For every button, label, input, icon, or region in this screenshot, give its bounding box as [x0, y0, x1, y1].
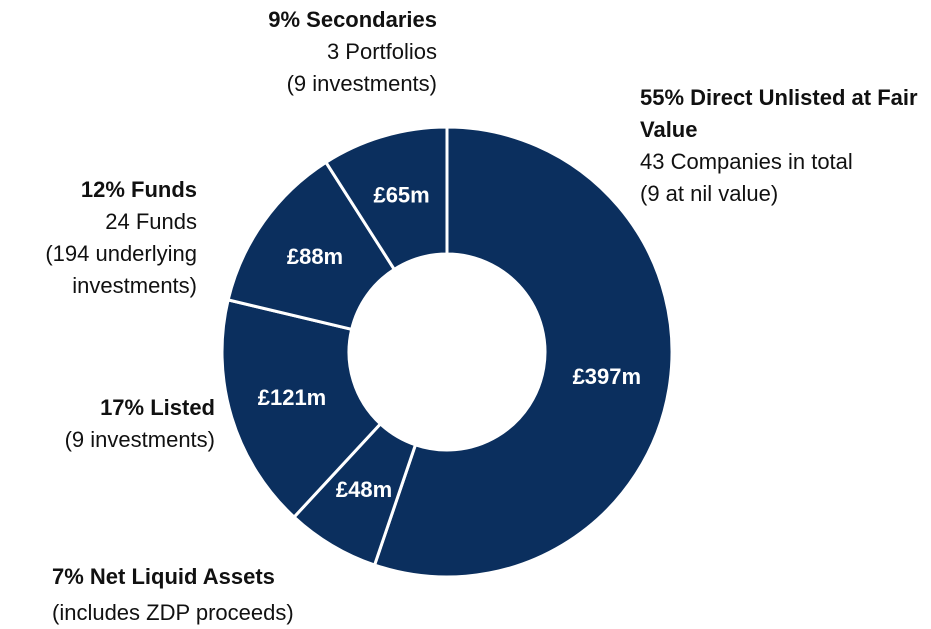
category-name: 7% Net Liquid Assets — [52, 564, 275, 589]
category-detail: (includes ZDP proceeds) — [52, 600, 294, 625]
category-label: 12% Funds 24 Funds (194 underlying investm… — [7, 174, 197, 302]
category-detail: (9 investments) — [286, 71, 437, 96]
category-detail: 3 Portfolios — [326, 39, 437, 64]
category-name: 55% Direct Unlisted at Fair Value — [640, 85, 918, 142]
value-label: £121m — [258, 385, 327, 410]
category-name: 9% Secondaries — [268, 7, 437, 32]
category-label: 7% Net Liquid Assets (includes ZDP procee… — [52, 561, 452, 629]
category-detail: 24 Funds — [105, 209, 197, 234]
value-label: £397m — [573, 364, 642, 389]
category-label: 17% Listed (9 investments) — [0, 392, 215, 456]
donut-slice — [220, 298, 383, 520]
category-label: 9% Secondaries 3 Portfolios (9 investments… — [137, 4, 437, 100]
category-detail: (194 underlying investments) — [45, 241, 197, 298]
category-detail: 43 Companies in total — [640, 149, 853, 174]
category-detail: (9 investments) — [64, 427, 215, 452]
category-label: 55% Direct Unlisted at Fair Value 43 Comp… — [640, 82, 931, 210]
value-label: £65m — [373, 182, 429, 207]
donut-slice — [323, 125, 449, 272]
category-detail: (9 at nil value) — [640, 181, 779, 206]
value-label: £88m — [287, 244, 343, 269]
category-name: 17% Listed — [100, 395, 215, 420]
value-label: £48m — [336, 477, 392, 502]
category-name: 12% Funds — [80, 177, 197, 202]
donut-slice — [372, 125, 674, 579]
